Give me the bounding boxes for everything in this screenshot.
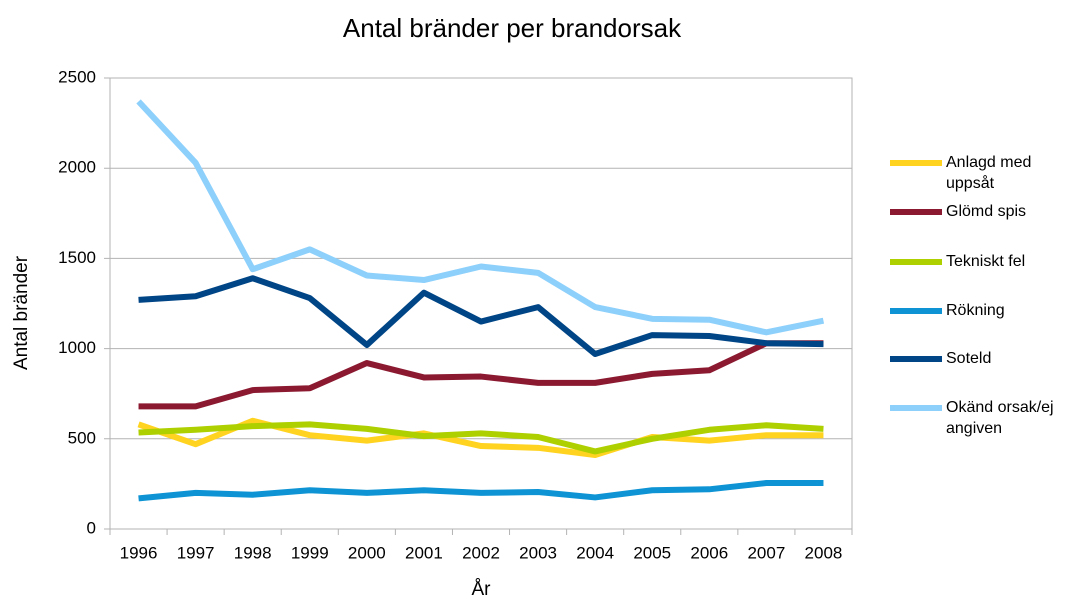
legend-item: Tekniskt fel bbox=[946, 253, 1026, 270]
x-tick-label: 2007 bbox=[747, 543, 785, 562]
x-tick-label: 2001 bbox=[405, 543, 443, 562]
x-tick-label: 2002 bbox=[462, 543, 500, 562]
series-line bbox=[138, 275, 824, 358]
plot-frame bbox=[109, 77, 853, 530]
x-tick-label: 2006 bbox=[690, 543, 728, 562]
series-line bbox=[138, 340, 824, 410]
legend-item: Anlagd med uppsåt bbox=[946, 154, 1032, 192]
legend-label: Tekniskt fel bbox=[946, 253, 1026, 270]
x-tick-label: 2000 bbox=[348, 543, 386, 562]
legend-label: Glömd spis bbox=[946, 203, 1027, 220]
series-line bbox=[137, 417, 824, 459]
y-tick-label: 2000 bbox=[58, 158, 96, 177]
y-tick-label: 1500 bbox=[58, 248, 96, 267]
y-tick-label: 500 bbox=[68, 428, 96, 447]
x-tick-label: 2005 bbox=[633, 543, 671, 562]
series-line bbox=[136, 99, 825, 336]
legend-label: Soteld bbox=[946, 350, 992, 367]
x-tick-label: 1998 bbox=[234, 543, 272, 562]
x-tick-label: 2008 bbox=[805, 543, 843, 562]
series-line bbox=[138, 479, 824, 502]
y-tick-label: 1000 bbox=[58, 338, 96, 357]
legend-item: Okänd orsak/ej angiven bbox=[946, 399, 1054, 437]
y-tick-label: 2500 bbox=[58, 67, 96, 86]
x-tick-label: 2003 bbox=[519, 543, 557, 562]
legend-item: Soteld bbox=[946, 350, 992, 367]
series-line bbox=[138, 421, 824, 455]
legend-label: Rökning bbox=[946, 302, 1005, 319]
legend-label: Anlagd med uppsåt bbox=[946, 154, 1032, 192]
x-axis-label: År bbox=[472, 579, 492, 600]
y-axis-label: Antal bränder bbox=[11, 255, 32, 370]
x-tick-label: 1999 bbox=[291, 543, 329, 562]
chart-title: Antal bränder per brandorsak bbox=[343, 13, 682, 43]
x-tick-label: 2004 bbox=[576, 543, 614, 562]
legend-label: Okänd orsak/ej angiven bbox=[946, 399, 1054, 437]
legend-item: Rökning bbox=[946, 302, 1005, 319]
x-tick-label: 1997 bbox=[177, 543, 215, 562]
x-tick-label: 1996 bbox=[120, 543, 158, 562]
y-tick-label: 0 bbox=[87, 518, 96, 537]
legend-item: Glömd spis bbox=[946, 203, 1027, 220]
